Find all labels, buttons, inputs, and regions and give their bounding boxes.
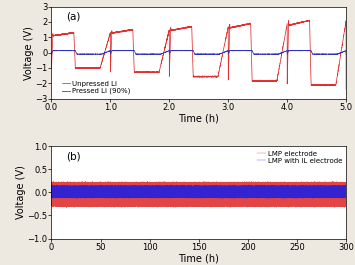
Pressed Li (90%): [49, 52, 54, 56]
Line: LMP with IL electrode: LMP with IL electrode: [51, 185, 346, 198]
Unpressed Li: [224, 37, 228, 40]
Pressed Li (90%): [224, 50, 228, 53]
X-axis label: Time (h): Time (h): [178, 253, 219, 263]
Pressed Li (90%): [178, 49, 182, 52]
LMP electrode: [344, 182, 348, 185]
Legend: Unpressed Li, Pressed Li (90%): Unpressed Li, Pressed Li (90%): [61, 80, 131, 95]
LMP electrode: [302, 181, 306, 184]
Unpressed Li: [156, 70, 160, 73]
Pressed Li (90%): [284, 50, 288, 53]
LMP electrode: [49, 183, 54, 186]
LMP with IL electrode: [269, 196, 273, 199]
Unpressed Li: [64, 32, 69, 35]
LMP electrode: [65, 206, 69, 209]
LMP with IL electrode: [258, 196, 262, 199]
Unpressed Li: [307, 19, 312, 22]
Pressed Li (90%): [268, 52, 272, 56]
Pressed Li (90%): [64, 49, 69, 52]
Unpressed Li: [344, 88, 348, 91]
Y-axis label: Voltage (V): Voltage (V): [16, 166, 26, 219]
LMP with IL electrode: [249, 195, 253, 198]
Pressed Li (90%): [156, 52, 160, 56]
LMP electrode: [249, 203, 253, 206]
Unpressed Li: [236, 25, 241, 28]
LMP electrode: [299, 182, 303, 185]
LMP with IL electrode: [299, 185, 303, 188]
Pressed Li (90%): [344, 52, 348, 56]
Text: (a): (a): [66, 11, 81, 21]
Unpressed Li: [284, 31, 288, 34]
Unpressed Li: [49, 66, 54, 69]
LMP with IL electrode: [49, 185, 54, 188]
LMP with IL electrode: [260, 183, 264, 187]
Unpressed Li: [268, 80, 272, 83]
LMP with IL electrode: [184, 184, 188, 187]
Pressed Li (90%): [263, 53, 268, 56]
X-axis label: Time (h): Time (h): [178, 113, 219, 123]
LMP electrode: [84, 180, 88, 183]
Text: (b): (b): [66, 151, 81, 161]
Y-axis label: Voltage (V): Voltage (V): [23, 26, 33, 80]
LMP electrode: [258, 205, 262, 208]
Line: Unpressed Li: Unpressed Li: [51, 20, 346, 89]
Pressed Li (90%): [236, 49, 241, 52]
LMP with IL electrode: [344, 185, 348, 188]
Line: Pressed Li (90%): Pressed Li (90%): [51, 50, 346, 54]
LMP electrode: [269, 203, 273, 206]
LMP with IL electrode: [221, 197, 225, 200]
Line: LMP electrode: LMP electrode: [51, 181, 346, 208]
LMP with IL electrode: [302, 185, 306, 188]
Legend: LMP electrode, LMP with IL electrode: LMP electrode, LMP with IL electrode: [256, 150, 343, 164]
LMP electrode: [184, 181, 188, 184]
